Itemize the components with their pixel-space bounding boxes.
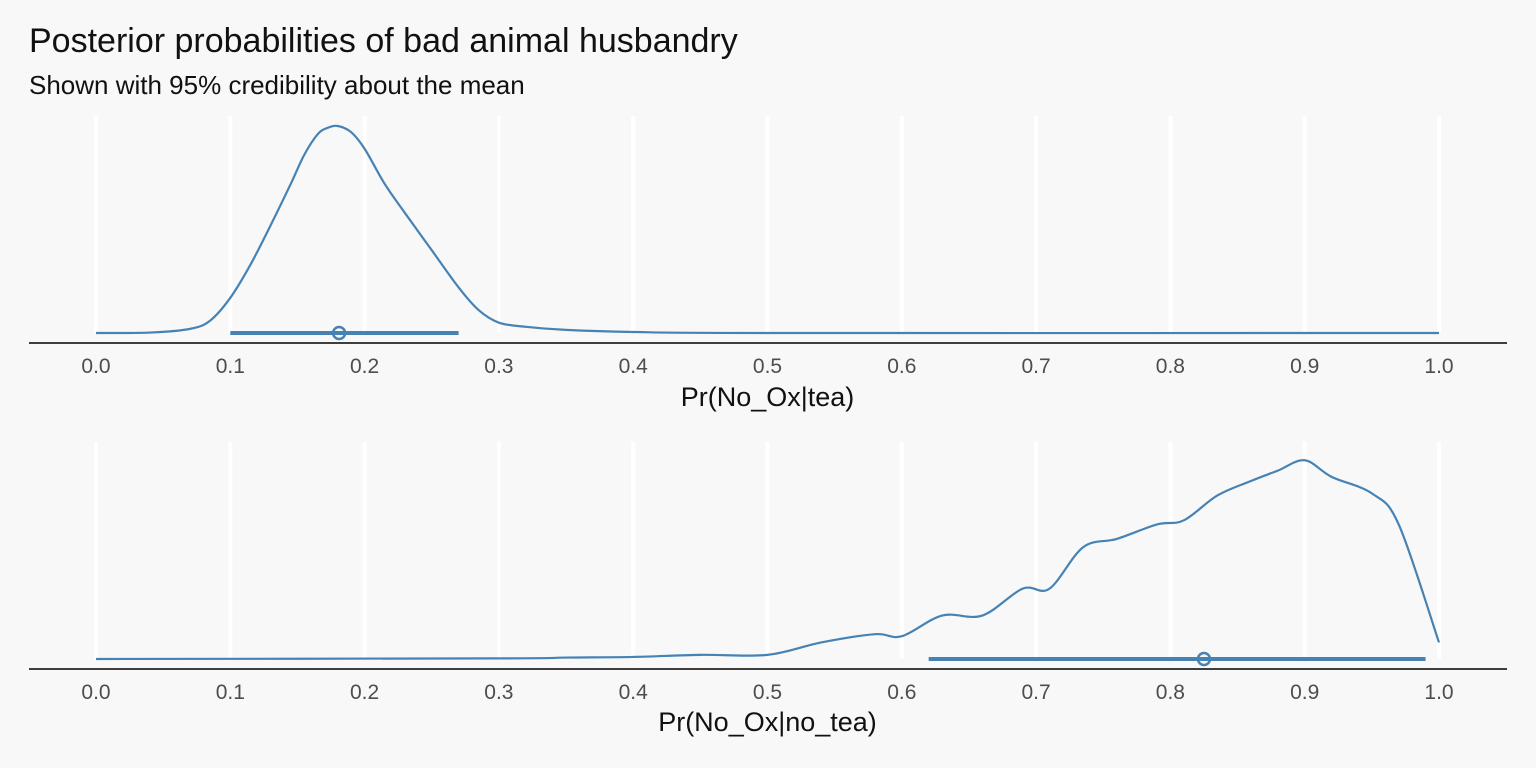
x-axis-title: Pr(No_Ox|no_tea) — [658, 707, 877, 737]
x-tick-label: 0.2 — [350, 355, 379, 378]
x-tick-label: 0.7 — [1021, 355, 1050, 378]
x-tick-label: 0.5 — [753, 355, 782, 378]
mean-point — [1196, 651, 1212, 667]
x-tick-label: 0.9 — [1290, 681, 1319, 704]
x-tick-label: 0.5 — [753, 681, 782, 704]
x-tick-label: 0.4 — [619, 355, 649, 378]
x-tick-label: 0.6 — [887, 355, 916, 378]
density-curve — [95, 124, 1440, 335]
mean-point — [331, 325, 347, 341]
chart-title: Posterior probabilities of bad animal hu… — [29, 22, 738, 60]
x-tick-label: 0.4 — [619, 681, 649, 704]
x-tick-label: 0.1 — [216, 681, 245, 704]
x-tick-label: 1.0 — [1424, 681, 1453, 704]
x-tick-label: 0.8 — [1156, 355, 1185, 378]
x-tick-label: 0.0 — [81, 355, 110, 378]
x-tick-label: 0.6 — [887, 681, 916, 704]
x-tick-label: 0.7 — [1021, 681, 1050, 704]
x-tick-label: 0.9 — [1290, 355, 1319, 378]
x-tick-label: 0.8 — [1156, 681, 1185, 704]
x-tick-label: 0.2 — [350, 681, 379, 704]
x-tick-label: 1.0 — [1424, 355, 1453, 378]
x-tick-label: 0.3 — [484, 681, 513, 704]
x-tick-label: 0.3 — [484, 355, 513, 378]
chart-subtitle: Shown with 95% credibility about the mea… — [29, 70, 525, 100]
panel-1: 0.0 0.1 0.2 0.3 0.4 0.5 0.6 0.7 0.8 0.9 1.0 Pr(No_O… — [29, 116, 1507, 412]
x-axis-title: Pr(No_Ox|tea) — [681, 382, 855, 412]
panel-2: 0.0 0.1 0.2 0.3 0.4 0.5 0.6 0.7 0.8 0.9 1.0 Pr(No_O… — [29, 442, 1507, 737]
density-curve — [95, 459, 1441, 661]
x-tick-label: 0.0 — [81, 681, 110, 704]
x-tick-label: 0.1 — [216, 355, 245, 378]
